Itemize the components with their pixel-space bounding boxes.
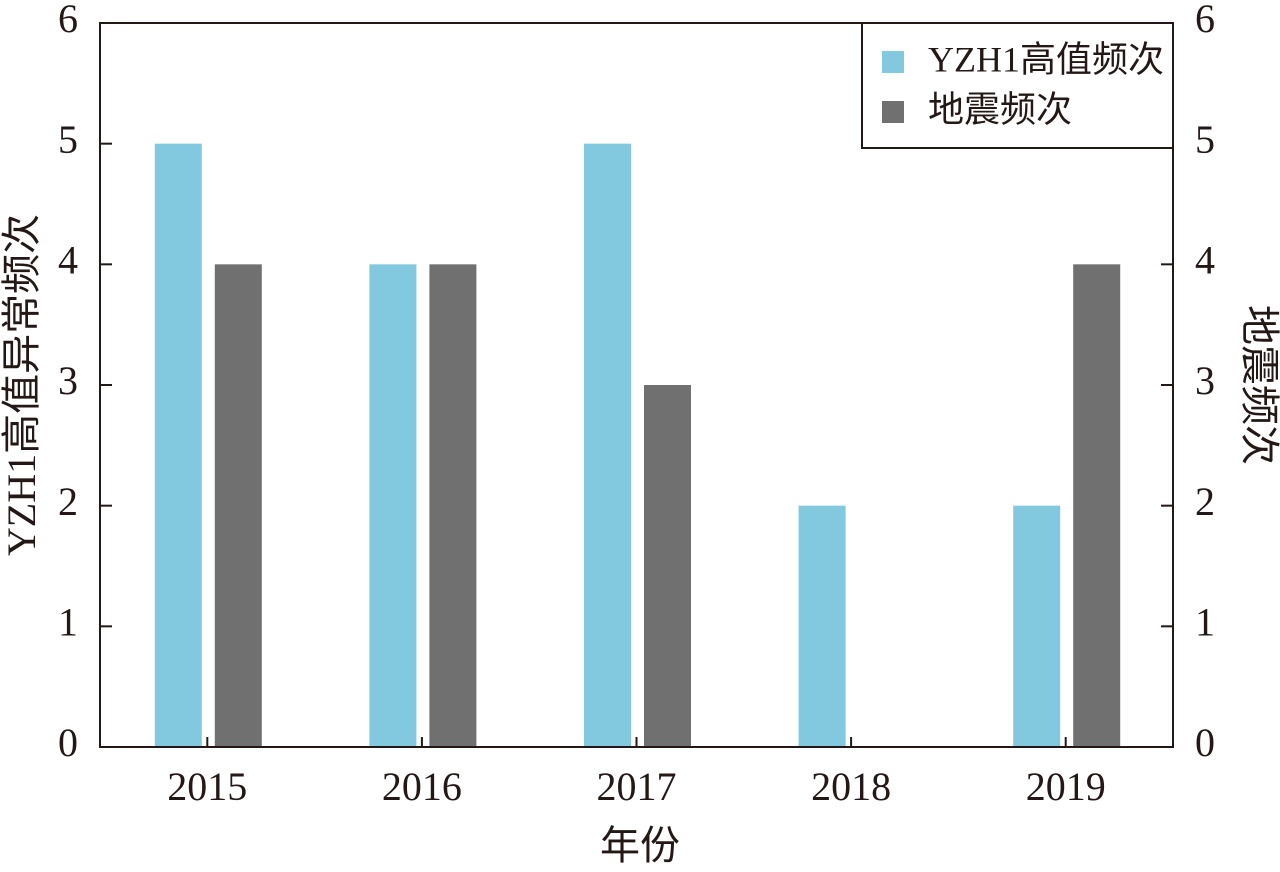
y2-tick-label: 2 bbox=[1195, 479, 1215, 524]
y2-tick-label: 4 bbox=[1195, 238, 1215, 283]
bar bbox=[369, 264, 417, 747]
legend-swatch bbox=[882, 101, 904, 123]
legend-swatch bbox=[882, 51, 904, 73]
y-tick-label: 6 bbox=[58, 0, 78, 41]
y-tick-label: 3 bbox=[58, 358, 78, 403]
x-axis-label: 年份 bbox=[600, 823, 680, 868]
x-tick-label: 2015 bbox=[167, 764, 247, 809]
x-tick-label: 2019 bbox=[1026, 764, 1106, 809]
bar bbox=[429, 264, 477, 747]
bar bbox=[644, 385, 691, 747]
y-tick-label: 4 bbox=[58, 238, 78, 283]
y-tick-label: 2 bbox=[58, 479, 78, 524]
bar bbox=[1073, 264, 1121, 747]
y-tick-label: 5 bbox=[58, 117, 78, 162]
bar bbox=[584, 143, 631, 747]
y2-tick-label: 1 bbox=[1195, 600, 1215, 645]
y-axis-label: YZH1高值异常频次 bbox=[0, 214, 44, 556]
x-tick-label: 2016 bbox=[382, 764, 462, 809]
x-tick-label: 2017 bbox=[597, 764, 677, 809]
legend-box bbox=[861, 22, 1174, 149]
bar bbox=[798, 505, 846, 747]
legend-label: YZH1高值频次 bbox=[928, 39, 1164, 79]
y2-tick-label: 3 bbox=[1195, 358, 1215, 403]
y2-axis-label: 地震频次 bbox=[1237, 305, 1280, 465]
bar bbox=[154, 143, 202, 747]
y2-tick-label: 5 bbox=[1195, 117, 1215, 162]
y-tick-label: 1 bbox=[58, 600, 78, 645]
legend-label: 地震频次 bbox=[928, 89, 1072, 129]
bar bbox=[214, 264, 262, 747]
y-tick-label: 0 bbox=[58, 720, 78, 765]
x-tick-label: 2018 bbox=[811, 764, 891, 809]
y2-tick-label: 6 bbox=[1195, 0, 1215, 41]
y2-tick-label: 0 bbox=[1195, 720, 1215, 765]
bar bbox=[1013, 505, 1061, 747]
